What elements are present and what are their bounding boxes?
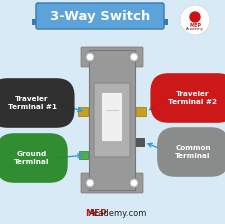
FancyBboxPatch shape (89, 50, 135, 190)
Circle shape (85, 178, 95, 188)
FancyBboxPatch shape (101, 93, 122, 142)
Circle shape (85, 52, 95, 62)
Text: Traveler
Terminal #1: Traveler Terminal #1 (7, 96, 56, 110)
FancyBboxPatch shape (81, 173, 143, 193)
Circle shape (129, 178, 139, 188)
Circle shape (131, 181, 137, 185)
FancyBboxPatch shape (81, 47, 143, 67)
Text: MEP: MEP (85, 209, 107, 218)
Circle shape (131, 54, 137, 60)
Circle shape (190, 12, 200, 22)
Circle shape (88, 54, 92, 60)
FancyBboxPatch shape (162, 19, 168, 25)
Circle shape (180, 5, 210, 35)
Text: MEP: MEP (189, 22, 201, 28)
Text: Ground
Terminal: Ground Terminal (14, 151, 50, 165)
Text: Academy.com: Academy.com (89, 209, 147, 218)
Circle shape (129, 52, 139, 62)
FancyBboxPatch shape (36, 3, 164, 29)
FancyBboxPatch shape (79, 151, 88, 159)
Circle shape (88, 181, 92, 185)
Text: Academy: Academy (186, 27, 204, 31)
FancyBboxPatch shape (136, 138, 144, 146)
FancyBboxPatch shape (136, 107, 146, 116)
FancyBboxPatch shape (78, 107, 88, 116)
Text: Traveler
Terminal #2: Traveler Terminal #2 (169, 91, 218, 105)
FancyBboxPatch shape (94, 83, 130, 157)
Text: Common
Terminal: Common Terminal (175, 145, 211, 159)
Text: 3-Way Switch: 3-Way Switch (50, 9, 150, 22)
FancyBboxPatch shape (32, 19, 38, 25)
